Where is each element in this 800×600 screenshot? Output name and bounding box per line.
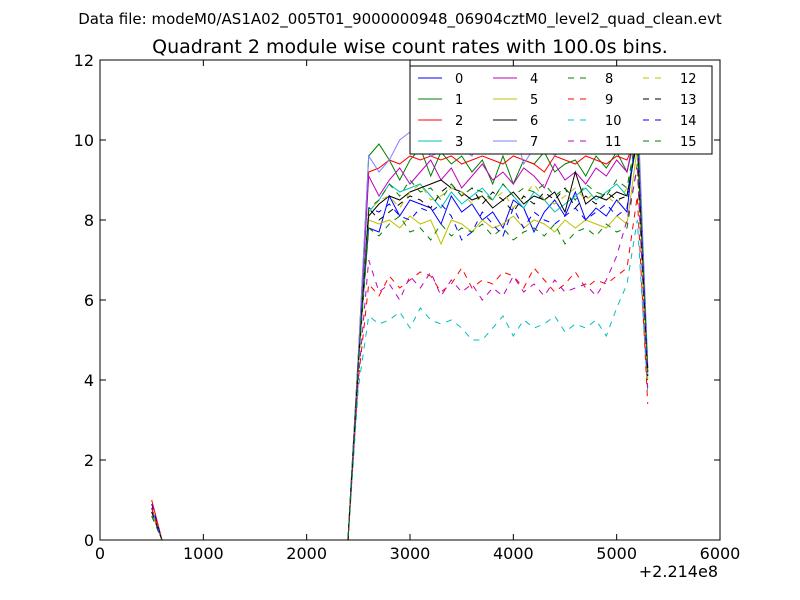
legend-label-1: 1 xyxy=(455,93,463,108)
legend-label-14: 14 xyxy=(680,114,697,129)
series-line-12 xyxy=(151,127,649,541)
legend-label-12: 12 xyxy=(680,72,697,87)
x-tick-label-2000: 2000 xyxy=(286,544,327,563)
x-tick-label-1000: 1000 xyxy=(183,544,224,563)
legend-label-7: 7 xyxy=(530,135,538,150)
chart-title: Quadrant 2 module wise count rates with … xyxy=(152,36,668,58)
y-tick-label-4: 4 xyxy=(84,371,94,390)
series-line-9 xyxy=(151,195,649,541)
x-tick-label-3000: 3000 xyxy=(390,544,431,563)
x-tick-label-5000: 5000 xyxy=(596,544,637,563)
series-line-13 xyxy=(151,139,649,541)
y-tick-label-8: 8 xyxy=(84,211,94,230)
legend-label-3: 3 xyxy=(455,135,463,150)
legend-label-5: 5 xyxy=(530,93,538,108)
x-tick-label-4000: 4000 xyxy=(493,544,534,563)
legend-label-10: 10 xyxy=(605,114,622,129)
y-tick-label-6: 6 xyxy=(84,291,94,310)
x-tick-label-6000: 6000 xyxy=(700,544,741,563)
y-tick-label-10: 10 xyxy=(74,131,94,150)
legend-label-11: 11 xyxy=(605,135,622,150)
legend-label-6: 6 xyxy=(530,114,538,129)
series-line-8 xyxy=(151,163,649,541)
y-tick-label-0: 0 xyxy=(84,531,94,550)
legend-label-4: 4 xyxy=(530,72,538,87)
x-offset-label: +2.214e8 xyxy=(639,562,718,581)
legend-label-15: 15 xyxy=(680,135,697,150)
legend-label-0: 0 xyxy=(455,72,463,87)
legend-label-8: 8 xyxy=(605,72,613,87)
y-tick-label-2: 2 xyxy=(84,451,94,470)
legend-label-2: 2 xyxy=(455,114,463,129)
x-tick-label-0: 0 xyxy=(95,544,105,563)
chart-suptitle: Data file: modeM0/AS1A02_005T01_90000009… xyxy=(78,10,722,29)
legend-label-9: 9 xyxy=(605,93,613,108)
legend-label-13: 13 xyxy=(680,93,697,108)
y-tick-label-12: 12 xyxy=(74,51,94,70)
legend-box xyxy=(409,65,713,155)
